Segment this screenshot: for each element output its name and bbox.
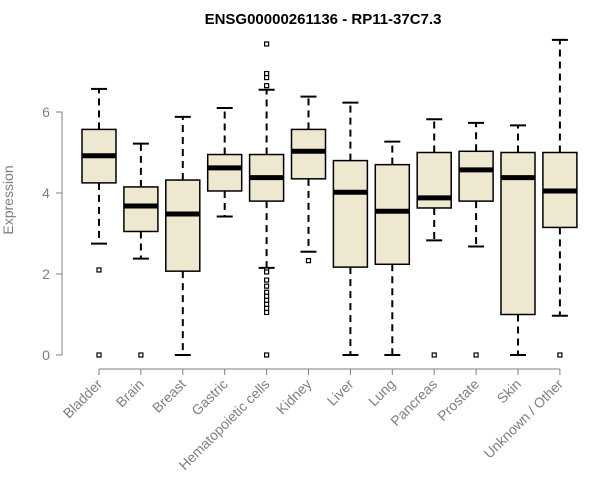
box-unknown-other xyxy=(542,38,578,358)
x-tick-label: Brain xyxy=(113,376,147,410)
chart-title: ENSG00000261136 - RP11-37C7.3 xyxy=(205,11,442,28)
box-iqr xyxy=(458,150,494,202)
x-tick-label: Kidney xyxy=(273,376,315,418)
outlier-point xyxy=(264,289,270,295)
y-axis: 0 2 4 6 xyxy=(42,104,63,363)
box-brain xyxy=(123,142,159,358)
outlier-point xyxy=(264,352,270,358)
x-tick-label: Pancreas xyxy=(387,376,440,429)
outlier-point xyxy=(138,352,144,358)
box-liver xyxy=(332,101,369,356)
x-tick-label: Liver xyxy=(324,376,357,409)
outlier-point xyxy=(264,70,270,77)
y-tick-label: 4 xyxy=(42,185,50,201)
outlier-point xyxy=(264,41,270,47)
box-skin xyxy=(500,124,536,356)
outlier-point xyxy=(96,267,102,273)
box-kidney xyxy=(290,95,327,264)
outlier-point xyxy=(96,352,102,358)
outlier-point xyxy=(264,74,270,81)
y-tick-label: 6 xyxy=(42,104,50,120)
outlier-point xyxy=(557,352,563,358)
x-tick-label: Skin xyxy=(494,376,525,407)
y-tick-label: 0 xyxy=(42,347,50,363)
y-axis-label: Expression xyxy=(0,165,16,234)
x-tick-label: Lung xyxy=(365,376,398,409)
x-tick-label: Unknown / Other xyxy=(480,376,566,462)
outlier-point xyxy=(305,258,312,264)
box-iqr xyxy=(123,186,159,233)
outlier-point xyxy=(264,277,270,283)
x-tick-label: Bladder xyxy=(60,376,106,422)
box-gastric xyxy=(206,106,243,218)
box-iqr xyxy=(290,128,327,180)
box-lung xyxy=(374,140,411,356)
outlier-point xyxy=(264,297,270,303)
box-pancreas xyxy=(416,118,452,358)
outlier-point xyxy=(264,293,270,299)
box-hematopoietic-cells xyxy=(248,41,285,358)
outlier-point xyxy=(473,352,479,358)
outlier-point xyxy=(264,83,270,89)
outlier-point xyxy=(264,283,270,289)
box-iqr xyxy=(332,159,369,268)
y-tick-label: 2 xyxy=(42,266,50,282)
x-tick-label: Breast xyxy=(149,376,189,416)
box-breast xyxy=(165,115,201,356)
boxes xyxy=(81,38,578,358)
box-iqr xyxy=(165,179,201,272)
outlier-point xyxy=(431,352,437,358)
x-tick-label: Prostate xyxy=(434,376,482,424)
box-prostate xyxy=(458,121,494,358)
outlier-point xyxy=(264,269,270,275)
box-iqr xyxy=(374,163,411,266)
box-bladder xyxy=(81,87,117,358)
outlier-point xyxy=(264,305,270,312)
box-iqr xyxy=(206,153,243,192)
outlier-point xyxy=(264,309,270,316)
outlier-point xyxy=(264,301,270,307)
